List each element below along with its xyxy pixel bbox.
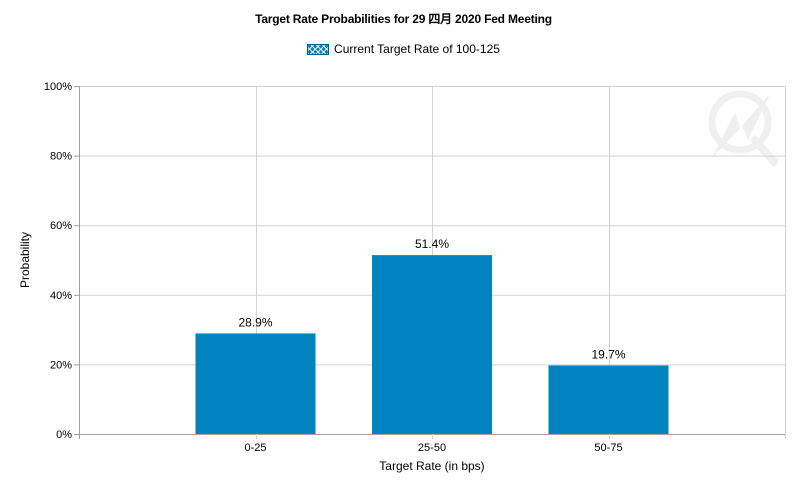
x-axis-label: Target Rate (in bps) — [379, 459, 484, 473]
watermark-logo-icon — [708, 90, 778, 166]
y-tick-label: 40% — [50, 290, 72, 302]
legend-label: Current Target Rate of 100-125 — [334, 42, 500, 56]
legend-swatch-icon — [307, 43, 330, 55]
bar-0-25 — [195, 333, 316, 434]
bar-25-50 — [371, 255, 493, 434]
y-tick-label: 0% — [56, 429, 72, 441]
x-tick-label: 25-50 — [418, 442, 446, 454]
bar-data-label: 51.4% — [415, 237, 449, 251]
y-axis-label: Probability — [18, 232, 32, 288]
chart-title: Target Rate Probabilities for 29 四月 2020… — [255, 12, 552, 26]
y-tick-label: 60% — [50, 220, 72, 232]
y-tick-label: 80% — [50, 151, 72, 163]
x-tick-label: 0-25 — [244, 442, 266, 454]
bar-data-label: 28.9% — [238, 315, 272, 329]
y-tick-label: 100% — [44, 81, 72, 93]
legend: Current Target Rate of 100-125 — [0, 42, 807, 56]
bar-data-label: 19.7% — [591, 347, 625, 361]
x-tick-label: 50-75 — [594, 442, 622, 454]
y-tick-label: 20% — [50, 359, 72, 371]
bar-50-75 — [548, 365, 669, 434]
